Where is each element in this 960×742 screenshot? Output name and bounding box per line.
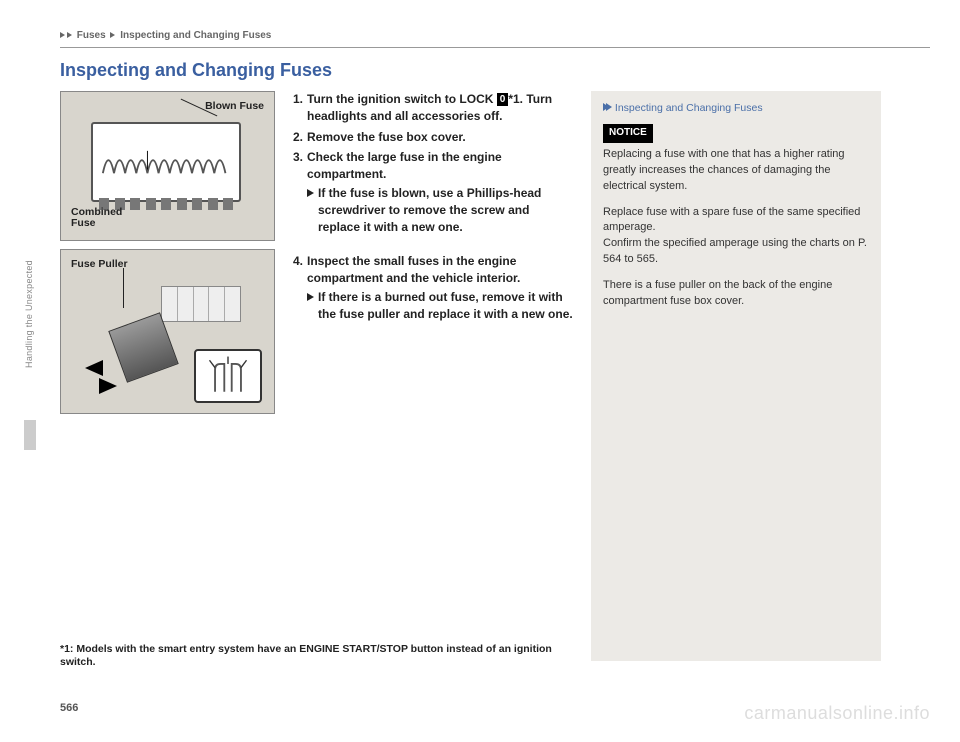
info-paragraph: Confirm the specified amperage using the… — [603, 236, 869, 268]
step-item: 2. Remove the fuse box cover. — [293, 129, 573, 146]
leader-line — [123, 268, 124, 308]
side-tab-label: Handling the Unexpected — [24, 260, 34, 368]
info-panel: Inspecting and Changing Fuses NOTICE Rep… — [591, 91, 881, 661]
arrow-icon — [99, 378, 117, 394]
info-paragraph: Replacing a fuse with one that has a hig… — [603, 147, 869, 195]
figures-column: Blown Fuse Combined Fuse Fuse — [60, 91, 275, 661]
fuse-block-icon — [91, 122, 241, 202]
columns: Blown Fuse Combined Fuse Fuse — [60, 91, 930, 661]
step-number: 1. — [293, 91, 307, 125]
step-number: 3. — [293, 149, 307, 235]
fuse-puller-icon — [108, 312, 178, 382]
breadcrumb-part: Inspecting and Changing Fuses — [120, 30, 271, 41]
step-sub-text: If the fuse is blown, use a Phillips-hea… — [318, 185, 573, 235]
steps-column: 1. Turn the ignition switch to LOCK 0*1.… — [293, 91, 573, 661]
breadcrumb-part: Fuses — [77, 30, 106, 41]
step-text: Remove the fuse box cover. — [307, 129, 573, 146]
section-title: Inspecting and Changing Fuses — [60, 60, 930, 81]
triangle-icon — [307, 189, 314, 197]
info-paragraph: There is a fuse puller on the back of th… — [603, 278, 869, 310]
footnote: *1: Models with the smart entry system h… — [60, 643, 570, 670]
step-item: 1. Turn the ignition switch to LOCK 0*1.… — [293, 91, 573, 125]
step-item: 3. Check the large fuse in the engine co… — [293, 149, 573, 235]
figure-fuse-puller: Fuse Puller — [60, 249, 275, 414]
step-text: Turn the ignition switch to LOCK — [307, 92, 497, 106]
chevron-icon — [110, 32, 115, 38]
chevron-icon — [67, 32, 72, 38]
watermark: carmanualsonline.info — [744, 703, 930, 724]
step-number: 4. — [293, 253, 307, 322]
inset-detail — [194, 349, 262, 403]
step-number: 2. — [293, 129, 307, 146]
figure-label: Combined Fuse — [71, 207, 122, 230]
info-heading-text: Inspecting and Changing Fuses — [615, 102, 763, 114]
figure-label: Fuse Puller — [71, 258, 128, 270]
page-content: Fuses Inspecting and Changing Fuses Insp… — [60, 30, 930, 682]
step-text: Check the large fuse in the engine compa… — [307, 150, 502, 181]
step-sub-text: If there is a burned out fuse, remove it… — [318, 289, 573, 323]
side-tab-block — [24, 420, 36, 450]
step-text: Inspect the small fuses in the engine co… — [307, 254, 520, 285]
triangle-icon — [307, 293, 314, 301]
figure-combined-fuse: Blown Fuse Combined Fuse — [60, 91, 275, 241]
info-paragraph: Replace fuse with a spare fuse of the sa… — [603, 205, 869, 237]
breadcrumb: Fuses Inspecting and Changing Fuses — [60, 30, 930, 41]
info-heading: Inspecting and Changing Fuses — [603, 101, 869, 116]
figure-label: Blown Fuse — [205, 100, 264, 112]
chevron-icon — [60, 32, 65, 38]
fuse-holder-icon — [161, 286, 241, 322]
notice-badge: NOTICE — [603, 124, 653, 143]
chevron-icon — [606, 103, 612, 111]
page-number: 566 — [60, 702, 78, 714]
arrow-icon — [85, 360, 103, 376]
steps-list: 1. Turn the ignition switch to LOCK 0*1.… — [293, 91, 573, 323]
divider — [60, 47, 930, 48]
step-sub: If the fuse is blown, use a Phillips-hea… — [307, 185, 573, 235]
step-item: 4. Inspect the small fuses in the engine… — [293, 253, 573, 322]
step-sub: If there is a burned out fuse, remove it… — [307, 289, 573, 323]
lock-position-badge: 0 — [497, 93, 509, 106]
